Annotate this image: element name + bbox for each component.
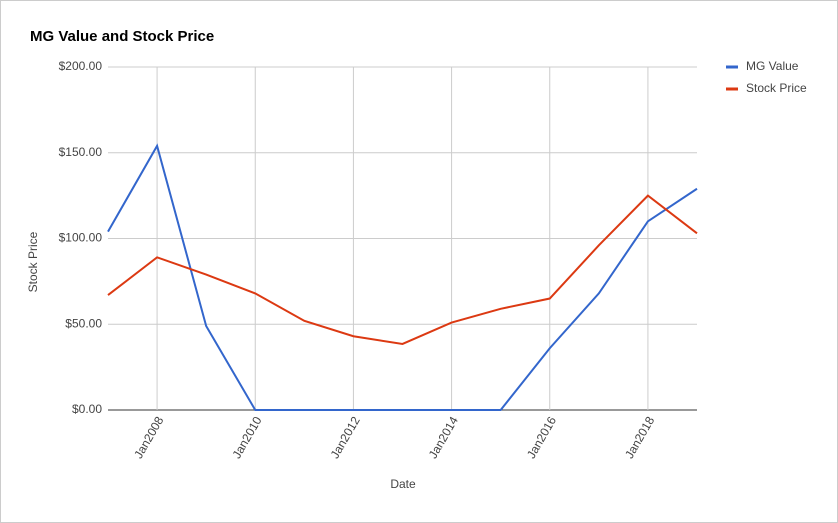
y-tick-label: $0.00 (72, 402, 102, 416)
y-axis-label: Stock Price (26, 231, 40, 292)
y-tick-label: $50.00 (65, 316, 102, 330)
y-tick-label: $200.00 (59, 59, 103, 73)
y-tick-label: $150.00 (59, 145, 103, 159)
y-tick-label: $100.00 (59, 231, 103, 245)
data-line (107, 194, 698, 346)
data-line (107, 143, 698, 411)
legend-label: MG Value (746, 59, 799, 73)
x-axis-label: Date (390, 477, 416, 491)
chart-title: MG Value and Stock Price (30, 28, 214, 45)
legend-label: Stock Price (746, 81, 807, 95)
